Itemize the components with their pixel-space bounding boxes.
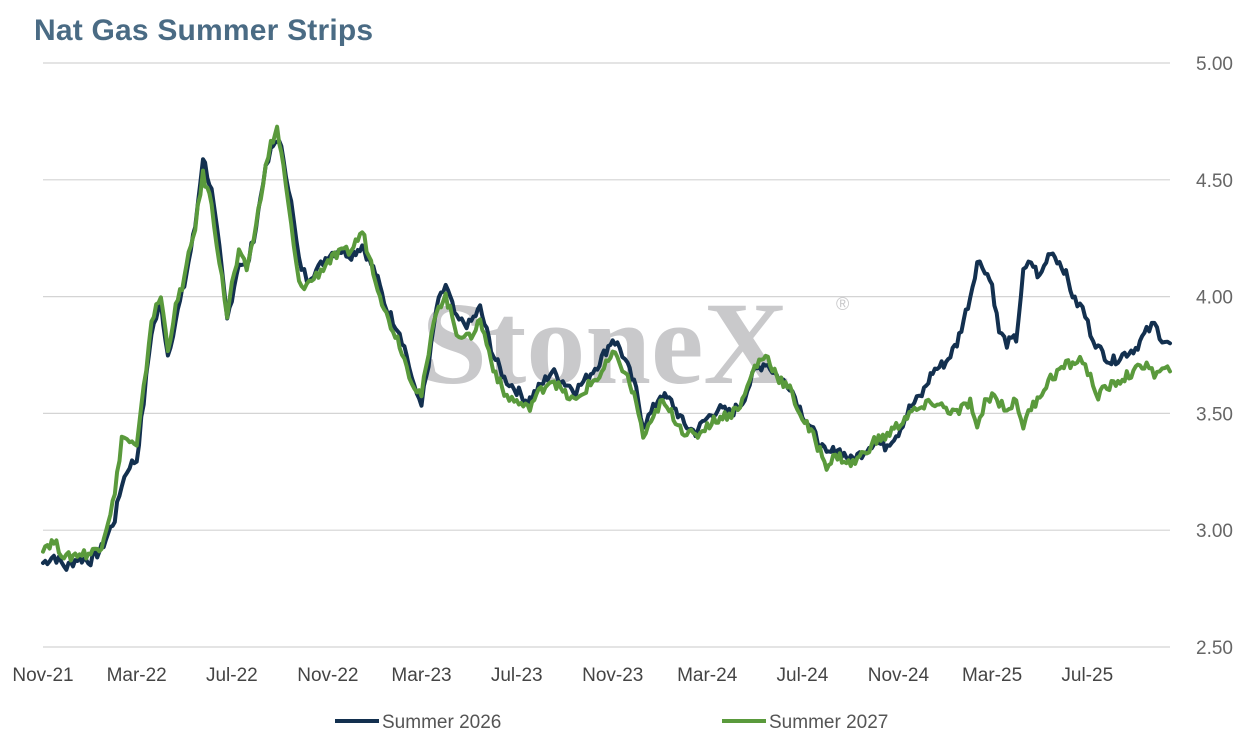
- x-tick-label: Mar-25: [962, 665, 1022, 686]
- y-tick-label: 4.50: [1196, 171, 1233, 192]
- y-tick-label: 2.50: [1196, 638, 1233, 659]
- registered-mark-icon: ®: [836, 294, 849, 314]
- x-tick-label: Nov-23: [582, 665, 643, 686]
- x-tick-label: Mar-24: [677, 665, 738, 686]
- series-line-1: [41, 138, 1172, 572]
- x-tick-label: Mar-23: [391, 665, 451, 686]
- y-axis-ticks: 2.50 3.00 3.50 4.00 4.50 5.00: [1196, 54, 1233, 659]
- x-tick-label: Nov-22: [297, 665, 358, 686]
- y-tick-label: 3.00: [1196, 521, 1233, 542]
- x-tick-label: Jul-25: [1061, 665, 1113, 686]
- y-tick-label: 3.50: [1196, 404, 1233, 425]
- chart-title: Nat Gas Summer Strips: [34, 14, 374, 47]
- y-tick-label: 4.00: [1196, 288, 1233, 309]
- x-tick-label: Nov-21: [12, 665, 73, 686]
- series-line-2: [41, 124, 1172, 563]
- x-axis-ticks: Nov-21 Mar-22 Jul-22 Nov-22 Mar-23 Jul-23 Nov-…: [12, 665, 1113, 686]
- x-tick-label: Nov-24: [868, 665, 930, 686]
- series-lines: [41, 124, 1172, 572]
- legend-label: Summer 2027: [769, 712, 888, 733]
- legend: Summer 2026 Summer 2027: [335, 712, 888, 733]
- x-tick-label: Jul-22: [206, 665, 258, 686]
- watermark-logo: StoneX: [421, 278, 788, 409]
- x-tick-label: Jul-23: [491, 665, 543, 686]
- legend-label: Summer 2026: [382, 712, 501, 733]
- y-tick-label: 5.00: [1196, 54, 1233, 75]
- x-tick-label: Jul-24: [777, 665, 829, 686]
- x-tick-label: Mar-22: [107, 665, 167, 686]
